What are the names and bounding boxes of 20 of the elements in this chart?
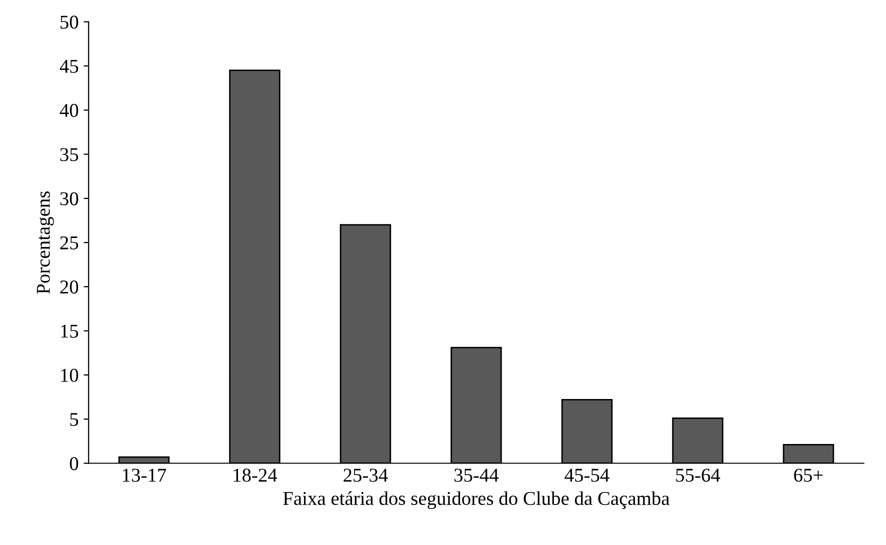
x-tick-label: 35-44 <box>454 468 499 482</box>
y-axis-title: Porcentagens <box>36 191 54 294</box>
y-tick-label: 15 <box>61 324 78 338</box>
y-tick-label: 25 <box>60 236 78 250</box>
y-tick-label: 20 <box>60 280 78 294</box>
y-tick-label: 0 <box>70 457 78 470</box>
x-tick-label: 25-34 <box>344 468 388 482</box>
y-tick-label: 40 <box>60 104 78 118</box>
x-tick-label: 45-54 <box>564 468 610 482</box>
x-tick-label: 55-64 <box>676 468 720 482</box>
y-tick-label: 5 <box>70 413 78 426</box>
y-tick-label: 30 <box>60 192 78 206</box>
y-tick-label: 50 <box>60 16 78 29</box>
x-tick-label: 18-24 <box>234 468 278 482</box>
y-tick-label: 35 <box>60 148 78 162</box>
y-tick-label: 45 <box>60 60 78 73</box>
x-axis-title: Faixa etária dos seguidores do Clube da Caçamba <box>283 491 670 510</box>
x-tick-label: 65+ <box>794 468 823 482</box>
x-tick-label: 13-17 <box>123 468 166 482</box>
y-tick-label: 10 <box>61 368 78 382</box>
